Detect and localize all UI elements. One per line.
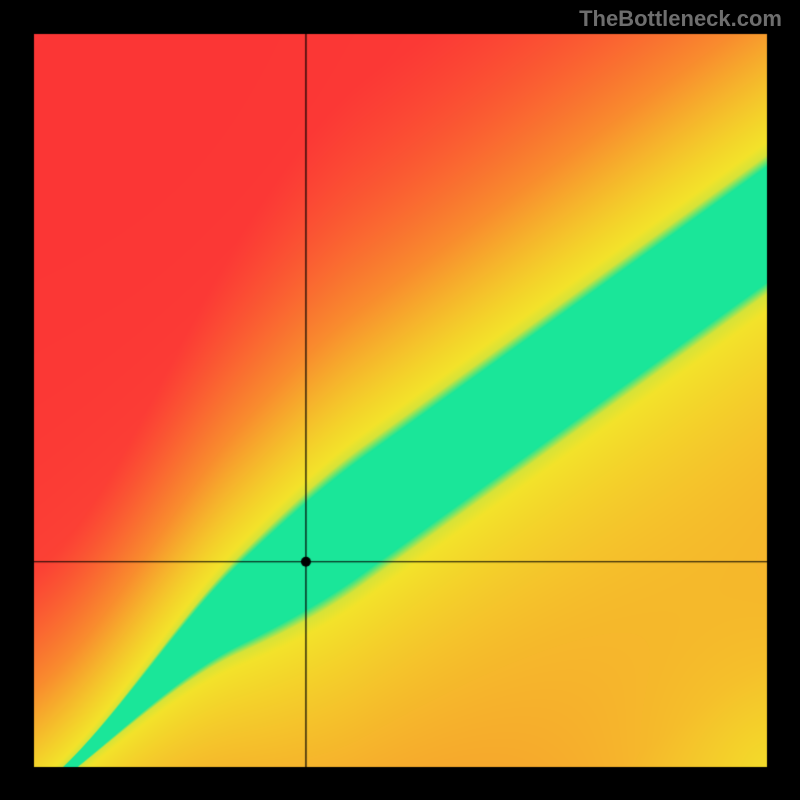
watermark-text: TheBottleneck.com <box>579 6 782 32</box>
bottleneck-heatmap <box>0 0 800 800</box>
chart-container: TheBottleneck.com <box>0 0 800 800</box>
